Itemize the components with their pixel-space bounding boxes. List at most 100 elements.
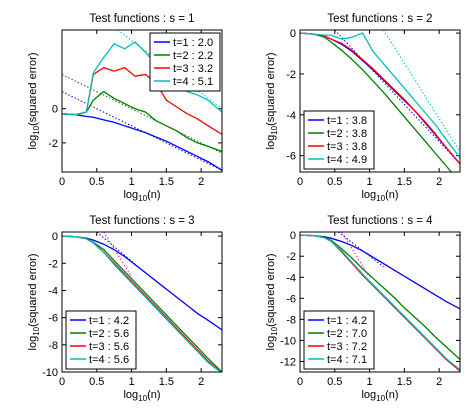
legend-label: t=4 : 4.9 [327,154,367,166]
y-axis-label: log10(squared error) [27,254,41,351]
fit-line [383,30,460,152]
x-axis-label-sub: 10 [138,394,147,403]
x-axis-label-sub: 10 [138,194,147,203]
x-axis-label: log10(n) [361,389,398,403]
y-tick-label: -2 [48,138,58,150]
series-line [300,234,460,371]
y-axis-label-sub: 10 [32,125,41,134]
x-axis-label: log10(n) [123,389,160,403]
x-axis-label-part: log [361,189,376,201]
y-axis-label-sub: 10 [270,326,279,335]
y-tick-label: -10 [42,367,58,379]
x-axis-label-part: (n) [385,389,398,401]
series-line [300,32,460,165]
x-tick-label: 2 [436,376,442,388]
legend-label: t=2 : 7.0 [327,328,367,340]
x-tick-label: 1.5 [397,376,412,388]
y-tick-label: -2 [48,258,58,270]
legend-label: t=2 : 2.2 [173,50,213,62]
x-axis-label: log10(n) [123,189,160,203]
series-line [300,32,460,159]
y-tick-label: -2 [286,251,296,263]
y-tick-label: -8 [286,314,296,326]
chart-title: Test functions : s = 3 [89,215,194,227]
x-tick-label: 1 [129,376,135,388]
legend: t=1 : 4.2t=2 : 7.0t=3 : 7.2t=4 : 7.1 [303,310,375,370]
legend-label: t=2 : 3.8 [327,128,367,140]
x-tick-label: 1.5 [159,176,174,188]
x-tick-label: 1 [367,176,373,188]
y-axis-label-part: (squared error) [265,254,277,327]
x-tick-label: 0 [297,176,303,188]
legend-label: t=1 : 4.2 [327,315,367,327]
x-tick-label: 0 [59,176,65,188]
y-axis-label: log10(squared error) [265,53,279,150]
legend-label: t=3 : 7.2 [327,341,367,353]
x-axis-label-sub: 10 [376,194,385,203]
y-tick-label: -2 [286,69,296,81]
y-axis-label-sub: 10 [32,326,41,335]
x-tick-label: 0.5 [327,376,342,388]
legend-label: t=4 : 5.1 [173,76,213,88]
y-axis-label-part: (squared error) [27,254,39,327]
legend-label: t=3 : 3.2 [173,63,213,75]
x-tick-label: 1.5 [397,176,412,188]
legend-label: t=1 : 3.8 [327,115,367,127]
y-axis-label: log10(squared error) [27,53,41,150]
axes-frame [61,231,223,373]
x-axis-label-part: (n) [147,189,160,201]
series-line [62,113,222,171]
legend-label: t=1 : 2.0 [173,37,213,49]
y-tick-label: 0 [52,104,58,116]
subplot: Test functions : s = 10 0.5 1 1.5 2-20log10(… [27,13,223,203]
y-tick-label: -6 [286,293,296,305]
y-tick-label: 0 [290,230,296,242]
x-axis-label-part: (n) [385,189,398,201]
x-tick-label: 0 [59,376,65,388]
y-axis-label-sub: 10 [270,125,279,134]
legend: t=1 : 3.8t=2 : 3.8t=3 : 3.8t=4 : 4.9 [303,110,375,170]
chart-title: Test functions : s = 1 [89,13,194,25]
legend: t=1 : 2.0t=2 : 2.2t=3 : 3.2t=4 : 5.1 [149,32,221,92]
y-axis-label: log10(squared error) [265,254,279,351]
y-tick-label: -4 [286,272,296,284]
series-line [62,41,222,116]
y-tick-label: -10 [280,335,296,347]
x-tick-label: 2 [198,176,204,188]
plot-lines [62,30,222,171]
x-tick-label: 0.5 [327,176,342,188]
series-line [62,235,222,372]
plot-lines [300,232,460,372]
x-tick-label: 1 [129,176,135,188]
axes-frame [299,231,461,373]
y-axis-label-part: log [27,135,39,150]
legend-label: t=2 : 5.6 [89,328,129,340]
y-tick-label: -4 [48,285,58,297]
series-line [300,234,460,310]
y-axis-label-part: (squared error) [265,53,277,126]
x-tick-label: 0.5 [89,376,104,388]
subplot: Test functions : s = 2 0 0.5 1 1.5 2 -6 -4 -2 0 lo… [265,13,461,203]
legend-label: t=3 : 5.6 [89,341,129,353]
y-tick-label: -6 [286,151,296,163]
legend-label: t=3 : 3.8 [327,141,367,153]
x-tick-label: 1 [367,376,373,388]
series-line [62,90,222,153]
axes-frame [61,29,223,173]
subplot: Test functions : s = 4 0 0.5 1 1.5 2 -12 -10 -8 -… [265,215,461,403]
x-axis-label-sub: 10 [376,394,385,403]
x-axis-label: log10(n) [361,189,398,203]
x-tick-label: 2 [436,176,442,188]
series-line [300,32,453,172]
x-axis-label-part: log [123,189,138,201]
y-axis-label-part: log [27,336,39,351]
x-axis-label-part: (n) [147,389,160,401]
y-tick-label: 0 [290,28,296,40]
y-tick-label: -6 [48,313,58,325]
y-tick-label: -8 [48,340,58,352]
series-line [300,234,460,360]
x-axis-label-part: log [123,389,138,401]
y-tick-label: 0 [52,231,58,243]
